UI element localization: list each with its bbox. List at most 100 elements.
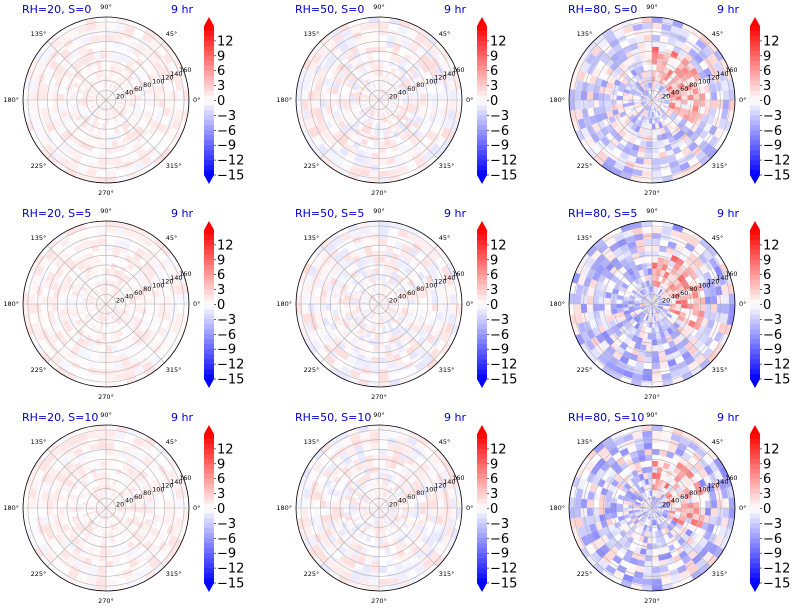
heatmap-cell (668, 104, 675, 110)
heatmap-cell (361, 301, 368, 304)
heatmap-cell (103, 100, 106, 106)
heatmap-cell (106, 496, 108, 503)
heatmap-cell (90, 89, 97, 95)
heatmap-cell (83, 90, 90, 96)
theta-tick-label: 135° (31, 234, 47, 242)
heatmap-cell (634, 297, 642, 301)
polar-frame (568, 220, 736, 388)
heatmap-cell (369, 64, 376, 72)
heatmap-cell (664, 287, 671, 294)
theta-tick-label: 225° (304, 366, 320, 374)
heatmap-cell (417, 28, 430, 39)
heatmap-cell (111, 492, 117, 499)
heatmap-cell (652, 309, 654, 316)
heatmap-cell (667, 260, 676, 269)
heatmap-cell (102, 123, 106, 130)
heatmap-cell (115, 227, 126, 236)
heatmap-cell (666, 273, 674, 281)
heatmap-cell (327, 316, 336, 325)
heatmap-cell (92, 331, 99, 339)
heatmap-cell (675, 100, 682, 104)
heatmap-cell (117, 125, 124, 133)
heatmap-cell (652, 34, 661, 42)
heatmap-cell (40, 124, 50, 136)
heatmap-cell (399, 249, 409, 258)
heatmap-cell (675, 96, 682, 100)
heatmap-cell (121, 496, 128, 502)
heatmap-cell (44, 249, 56, 261)
colorbar-segment (477, 339, 487, 345)
heatmap-cell (134, 511, 142, 518)
heatmap-cell (67, 317, 76, 325)
heatmap-cell (612, 43, 623, 53)
heatmap-cell (112, 275, 118, 283)
heatmap-cell (383, 307, 389, 313)
heatmap-cell (83, 42, 93, 51)
heatmap-cell (411, 256, 421, 267)
heatmap-cell (29, 80, 38, 91)
heatmap-cell (351, 31, 363, 40)
heatmap-cell (616, 156, 628, 166)
heatmap-cell (357, 310, 364, 316)
heatmap-cell (429, 45, 441, 57)
heatmap-cell (163, 287, 171, 297)
heatmap-cell (163, 107, 171, 117)
heatmap-cell (373, 100, 379, 102)
heatmap-cell (106, 508, 108, 514)
heatmap-cell (383, 77, 389, 84)
heatmap-cell (622, 271, 631, 279)
heatmap-cell (106, 502, 109, 508)
heatmap-cell (44, 347, 56, 359)
heatmap-cell (141, 508, 148, 514)
heatmap-cell (647, 315, 651, 322)
colorbar-segment (204, 264, 214, 271)
heatmap-cell (394, 106, 401, 112)
heatmap-cell (387, 107, 394, 113)
heatmap-cell (85, 334, 93, 343)
heatmap-cell (94, 508, 101, 512)
heatmap-cell (112, 319, 118, 326)
heatmap-cell (100, 98, 106, 100)
colorbar-segment (204, 279, 214, 285)
heatmap-cell (78, 85, 86, 91)
heatmap-cell (114, 283, 121, 290)
heatmap-cell (622, 300, 629, 304)
heatmap-cell (600, 340, 611, 351)
heatmap-cell (34, 127, 45, 139)
heatmap-cell (146, 309, 154, 317)
heatmap-cell (94, 95, 101, 99)
heatmap-cell (358, 108, 365, 115)
heatmap-cell (379, 327, 383, 334)
heatmap-cell (364, 72, 370, 80)
heatmap-cell (64, 304, 71, 310)
heatmap-cell (668, 90, 675, 96)
heatmap-cell (111, 256, 119, 264)
heatmap-cell (693, 118, 702, 127)
heatmap-cell (31, 322, 41, 334)
heatmap-cell (398, 171, 411, 181)
heatmap-cell (608, 280, 617, 289)
heatmap-cell (406, 311, 414, 318)
heatmap-cell (396, 93, 403, 98)
heatmap-cell (128, 500, 136, 505)
heatmap-cell (368, 288, 374, 295)
heatmap-cell (660, 366, 671, 375)
heatmap-cell (109, 498, 115, 504)
heatmap-cell (610, 324, 620, 333)
heatmap-cell (85, 456, 94, 465)
heatmap-cell (79, 458, 88, 467)
heatmap-cell (673, 271, 682, 279)
heatmap-cell (342, 142, 353, 152)
heatmap-cell (447, 284, 456, 295)
heatmap-cell (419, 291, 427, 299)
colorbar-tick-label: 6 (763, 268, 771, 283)
heatmap-cell (113, 361, 123, 369)
colorbar-tick-label: −3 (763, 109, 782, 124)
heatmap-cell (379, 164, 389, 172)
heatmap-cell (111, 100, 118, 102)
heatmap-cell (585, 53, 596, 65)
heatmap-cell (646, 105, 650, 111)
r-tick-label: 40 (671, 293, 679, 301)
heatmap-cell (659, 331, 666, 339)
heatmap-cell (136, 317, 145, 325)
